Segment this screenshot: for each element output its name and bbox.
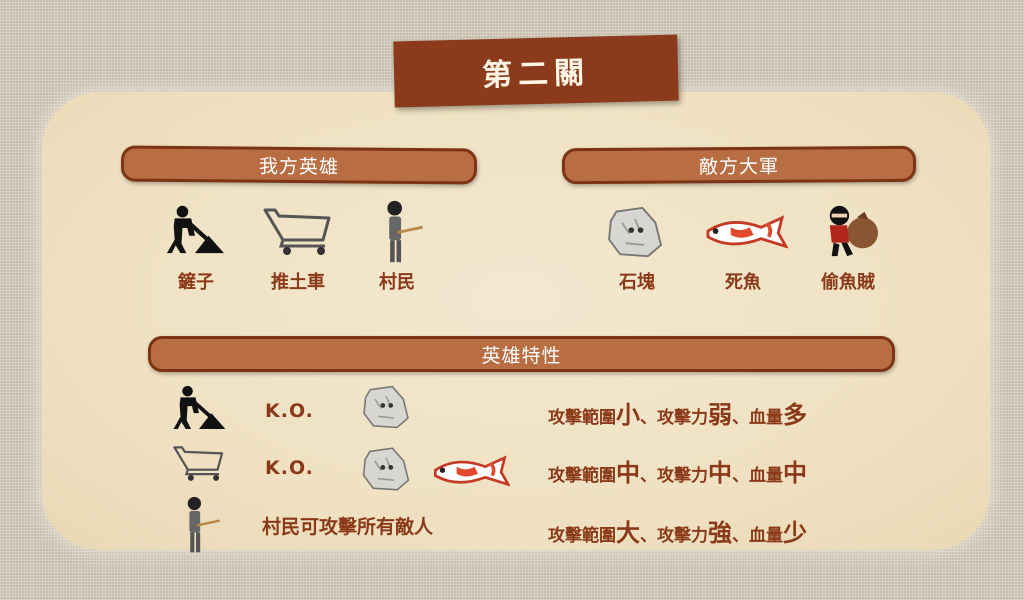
enemy-dead-fish[interactable]: 死魚 <box>698 204 788 294</box>
level-title-banner: 第二關 <box>393 34 679 108</box>
hero-label: 村民 <box>379 272 415 293</box>
level-title: 第二關 <box>481 55 591 94</box>
villager-icon <box>379 200 425 264</box>
traits-header: 英雄特性 <box>148 336 895 372</box>
enemy-label: 死魚 <box>725 272 761 293</box>
cart-icon <box>173 444 225 482</box>
trait-ko-label: K.O. <box>265 457 314 479</box>
dead-fish-icon <box>702 214 788 252</box>
trait-stats: 攻擊範圍小、攻擊力弱、血量多 <box>548 401 807 429</box>
enemies-header: 敵方大軍 <box>561 145 917 185</box>
digger-icon <box>172 385 226 429</box>
trait-ko-label: K.O. <box>265 400 314 422</box>
hero-digger[interactable]: 鏟子 <box>156 204 236 294</box>
cart-icon <box>263 206 333 256</box>
hero-cart[interactable]: 推土車 <box>258 204 338 294</box>
rock-icon <box>362 385 410 429</box>
rock-icon <box>607 206 663 258</box>
enemy-thief[interactable]: 偷魚賊 <box>808 204 888 294</box>
trait-stats: 攻擊範圍大、攻擊力強、血量少 <box>548 519 807 547</box>
trait-stats: 攻擊範圍中、攻擊力中、血量中 <box>548 459 807 487</box>
trait-villager-note: 村民可攻擊所有敵人 <box>262 516 434 538</box>
hero-label: 鏟子 <box>178 272 214 293</box>
thief-icon <box>822 204 880 258</box>
rock-icon <box>362 446 410 492</box>
digger-icon <box>166 204 224 254</box>
heroes-header: 我方英雄 <box>120 145 478 185</box>
enemy-label: 石塊 <box>619 272 655 293</box>
enemy-label: 偷魚賊 <box>821 272 875 293</box>
hero-label: 推土車 <box>271 272 325 293</box>
enemy-rock[interactable]: 石塊 <box>597 204 677 294</box>
villager-icon <box>180 496 222 554</box>
dead-fish-icon <box>430 454 510 490</box>
hero-villager[interactable]: 村民 <box>357 204 437 294</box>
